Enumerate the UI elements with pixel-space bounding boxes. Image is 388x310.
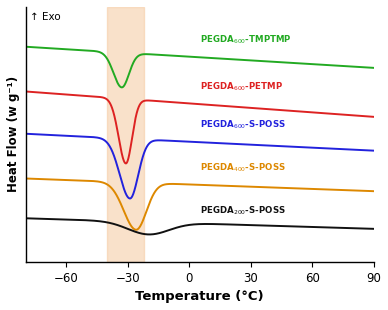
Text: PEGDA$_{600}$-TMPTMP: PEGDA$_{600}$-TMPTMP <box>199 33 291 46</box>
Text: PEGDA$_{600}$-PETMP: PEGDA$_{600}$-PETMP <box>199 81 283 93</box>
Text: ↑ Exo: ↑ Exo <box>29 12 60 22</box>
Y-axis label: Heat Flow (w g⁻¹): Heat Flow (w g⁻¹) <box>7 76 20 193</box>
X-axis label: Temperature (°C): Temperature (°C) <box>135 290 264 303</box>
Text: PEGDA$_{600}$-S-POSS: PEGDA$_{600}$-S-POSS <box>199 118 285 131</box>
Bar <box>107 7 144 262</box>
Text: PEGDA$_{400}$-S-POSS: PEGDA$_{400}$-S-POSS <box>199 161 285 174</box>
Text: PEGDA$_{200}$-S-POSS: PEGDA$_{200}$-S-POSS <box>199 204 285 217</box>
